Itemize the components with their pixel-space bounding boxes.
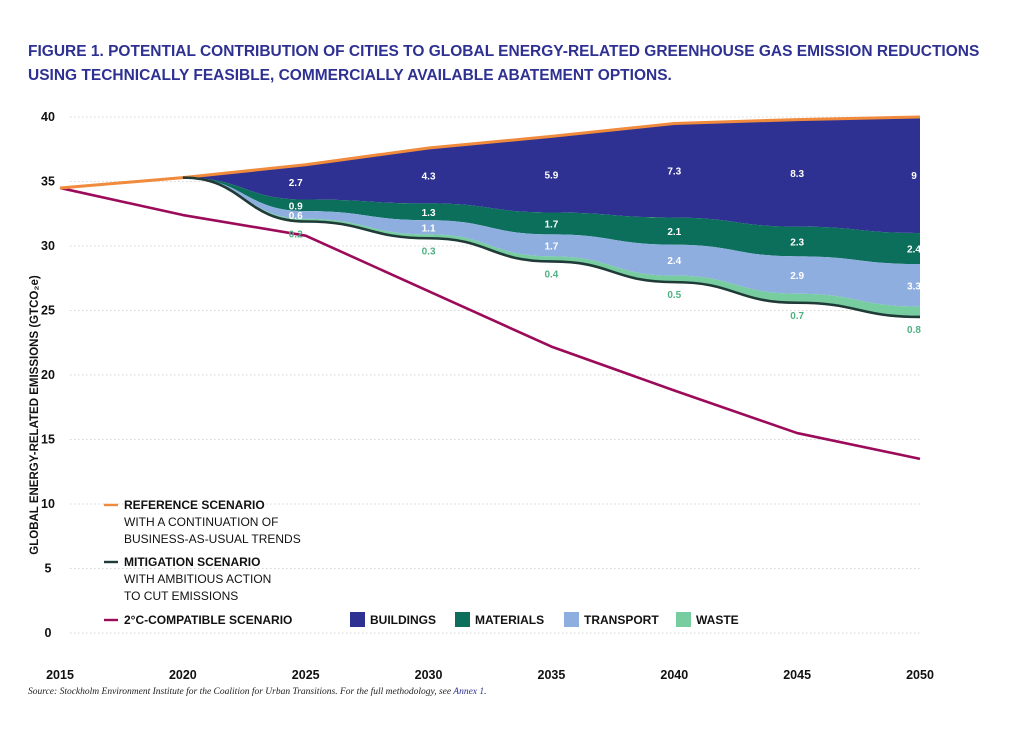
label-transport-2040: 2.4 bbox=[667, 256, 681, 267]
legend-swatch-waste bbox=[676, 612, 691, 627]
label-buildings-2040: 7.3 bbox=[667, 167, 681, 178]
y-tick-label-30: 30 bbox=[41, 239, 55, 253]
waste-area bbox=[182, 177, 920, 317]
legend-label-buildings: BUILDINGS bbox=[370, 613, 436, 627]
label-materials-2050: 2.4 bbox=[907, 245, 921, 256]
source-end: . bbox=[484, 687, 487, 697]
legend-swatch-buildings bbox=[350, 612, 365, 627]
y-tick-label-0: 0 bbox=[45, 626, 52, 640]
legend-label-waste: WASTE bbox=[696, 613, 739, 627]
label-waste-2050: 0.8 bbox=[907, 325, 921, 336]
buildings-area bbox=[182, 117, 920, 234]
legend-label-reference: REFERENCE SCENARIO bbox=[124, 498, 265, 512]
y-tick-label-5: 5 bbox=[45, 562, 52, 576]
two-degree-line bbox=[59, 186, 921, 461]
legend-sublabel2-mitigation: TO CUT EMISSIONS bbox=[124, 589, 238, 603]
label-waste-2025: 0.2 bbox=[289, 229, 303, 240]
source-note: Source: Stockholm Environment Institute … bbox=[28, 687, 487, 697]
annex-link[interactable]: Annex 1 bbox=[453, 687, 485, 697]
y-tick-label-10: 10 bbox=[41, 497, 55, 511]
legend-swatch-transport bbox=[564, 612, 579, 627]
label-waste-2035: 0.4 bbox=[544, 269, 558, 280]
label-buildings-2030: 4.3 bbox=[422, 172, 436, 183]
label-buildings-2035: 5.9 bbox=[544, 170, 558, 181]
label-waste-2030: 0.3 bbox=[422, 246, 436, 257]
legend-label-materials: MATERIALS bbox=[475, 613, 544, 627]
legend-label-mitigation: MITIGATION SCENARIO bbox=[124, 555, 260, 569]
label-buildings-2045: 8.3 bbox=[790, 169, 804, 180]
legend-sublabel2-reference: BUSINESS-AS-USUAL TRENDS bbox=[124, 532, 301, 546]
x-tick-label-2015: 2015 bbox=[46, 668, 74, 682]
y-tick-label-20: 20 bbox=[41, 368, 55, 382]
x-tick-label-2035: 2035 bbox=[538, 668, 566, 682]
label-transport-2025: 0.6 bbox=[289, 211, 303, 222]
legend-sublabel1-reference: WITH A CONTINUATION OF bbox=[124, 515, 278, 529]
title-line-2: USING TECHNICALLY FEASIBLE, COMMERCIALLY… bbox=[28, 67, 672, 84]
x-tick-label-2050: 2050 bbox=[906, 668, 934, 682]
label-materials-2040: 2.1 bbox=[667, 227, 681, 238]
label-transport-2050: 3.3 bbox=[907, 281, 921, 292]
y-axis-label: GLOBAL ENERGY-RELATED EMISSIONS (GTCO₂e) bbox=[29, 275, 41, 555]
label-materials-2045: 2.3 bbox=[790, 237, 804, 248]
legend-label-twoc: 2°C-COMPATIBLE SCENARIO bbox=[124, 613, 292, 627]
legend-sublabel1-mitigation: WITH AMBITIOUS ACTION bbox=[124, 572, 271, 586]
reference-line bbox=[59, 115, 921, 190]
title-line-1: FIGURE 1. POTENTIAL CONTRIBUTION OF CITI… bbox=[28, 43, 980, 60]
label-transport-2035: 1.7 bbox=[544, 241, 558, 252]
y-tick-label-40: 40 bbox=[41, 110, 55, 124]
label-materials-2030: 1.3 bbox=[422, 208, 436, 219]
label-materials-2035: 1.7 bbox=[544, 219, 558, 230]
label-buildings-2025: 2.7 bbox=[289, 178, 303, 189]
x-tick-label-2020: 2020 bbox=[169, 668, 197, 682]
label-buildings-2050: 9 bbox=[911, 171, 917, 182]
label-waste-2045: 0.7 bbox=[790, 311, 804, 322]
source-text: Source: Stockholm Environment Institute … bbox=[28, 687, 454, 697]
y-tick-label-15: 15 bbox=[41, 433, 55, 447]
mitigation-line bbox=[182, 176, 921, 319]
materials-area bbox=[182, 177, 920, 265]
label-materials-2025: 0.9 bbox=[289, 201, 303, 212]
y-tick-label-25: 25 bbox=[41, 304, 55, 318]
x-tick-label-2045: 2045 bbox=[783, 668, 811, 682]
x-tick-label-2030: 2030 bbox=[415, 668, 443, 682]
legend-swatch-materials bbox=[455, 612, 470, 627]
chart-title: FIGURE 1. POTENTIAL CONTRIBUTION OF CITI… bbox=[28, 40, 988, 88]
label-transport-2045: 2.9 bbox=[790, 271, 804, 282]
x-tick-label-2025: 2025 bbox=[292, 668, 320, 682]
y-tick-label-35: 35 bbox=[41, 175, 55, 189]
transport-area bbox=[182, 177, 920, 307]
label-waste-2040: 0.5 bbox=[667, 290, 681, 301]
legend-label-transport: TRANSPORT bbox=[584, 613, 659, 627]
x-tick-label-2040: 2040 bbox=[660, 668, 688, 682]
label-transport-2030: 1.1 bbox=[422, 223, 436, 234]
